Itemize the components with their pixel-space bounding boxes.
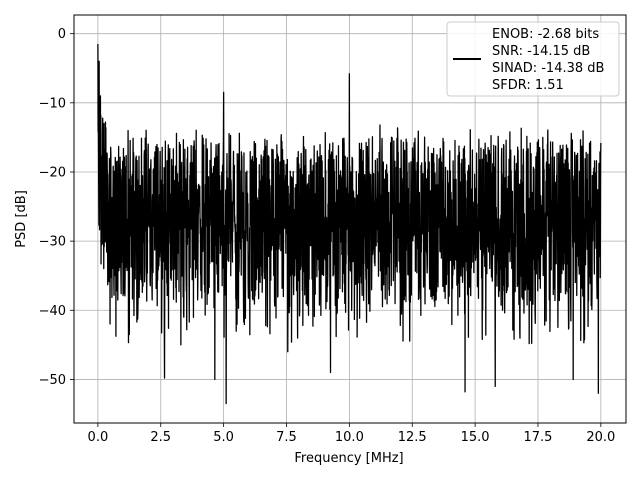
x-tick-label: 12.5	[398, 430, 427, 445]
x-tick-label: 17.5	[524, 430, 553, 445]
psd-series-line	[97, 44, 602, 405]
legend-sfdr: SFDR: 1.51	[492, 78, 564, 93]
y-tick-label: −50	[39, 373, 66, 388]
y-tick-label: −10	[39, 96, 66, 111]
y-tick-label: −40	[39, 304, 66, 319]
x-tick-label: 2.5	[150, 430, 171, 445]
x-tick-label: 7.5	[276, 430, 297, 445]
y-tick-label: 0	[58, 27, 66, 42]
y-axis-label: PSD [dB]	[14, 190, 29, 248]
legend: ENOB: -2.68 bits SNR: -14.15 dB SINAD: -…	[446, 21, 620, 97]
legend-enob: ENOB: -2.68 bits	[492, 27, 599, 42]
legend-snr: SNR: -14.15 dB	[492, 44, 590, 59]
axis-ticks: 0.0 2.5 5.0 7.5 10.0 12.5 15.0 17.5 20.0 0 −10 −20 −…	[39, 27, 616, 445]
x-tick-label: 15.0	[461, 430, 490, 445]
x-tick-label: 10.0	[335, 430, 364, 445]
x-axis-label: Frequency [MHz]	[294, 451, 403, 466]
y-tick-label: −20	[39, 165, 66, 180]
plot-frame	[73, 14, 627, 424]
legend-box	[446, 21, 620, 97]
x-tick-label: 5.0	[213, 430, 234, 445]
legend-sinad: SINAD: -14.38 dB	[492, 61, 604, 76]
y-tick-label: −30	[39, 235, 66, 250]
x-tick-label: 20.0	[586, 430, 615, 445]
x-tick-label: 0.0	[88, 430, 109, 445]
series-layer	[97, 44, 602, 405]
